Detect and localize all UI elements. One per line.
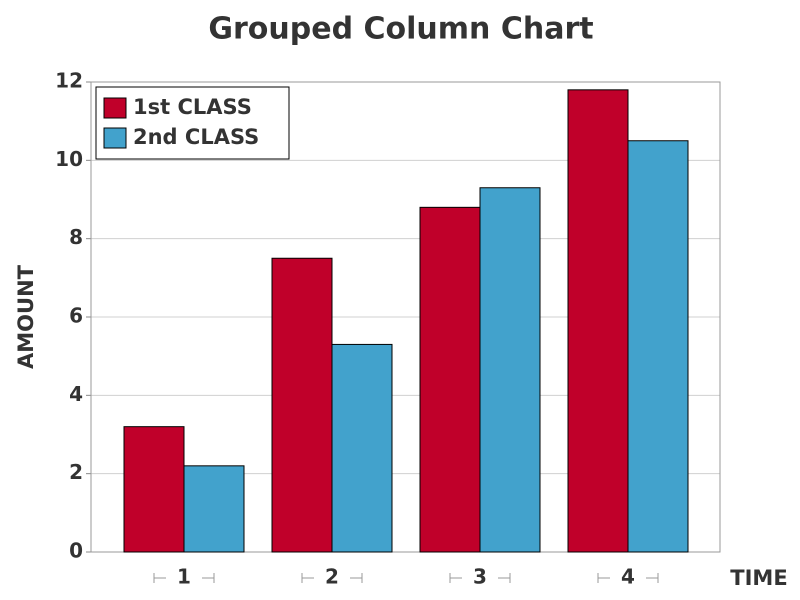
x-axis-label: TIME: [730, 566, 787, 590]
bar: [271, 257, 333, 553]
x-tick-label: 1: [177, 565, 191, 589]
bar: [183, 465, 245, 553]
plot-frame: [90, 81, 721, 553]
chart-title: Grouped Column Chart: [208, 12, 593, 47]
bar: [479, 187, 541, 553]
legend-box: [95, 86, 290, 160]
x-tick-label: 4: [621, 565, 635, 589]
bar: [627, 140, 689, 553]
y-tick-label: 10: [55, 147, 83, 171]
bar: [331, 343, 393, 553]
y-tick-label: 4: [69, 382, 83, 406]
y-tick-label: 2: [69, 460, 83, 484]
legend-swatch: [103, 127, 127, 149]
y-tick-label: 0: [69, 539, 83, 563]
bar: [419, 206, 481, 553]
x-tick-label: 2: [325, 565, 339, 589]
legend-label: 1st CLASS: [133, 95, 252, 119]
bar: [567, 89, 629, 553]
legend-label: 2nd CLASS: [133, 125, 259, 149]
y-tick-label: 12: [55, 69, 83, 93]
y-tick-label: 8: [69, 225, 83, 249]
bar: [123, 426, 185, 553]
y-axis-label: AMOUNT: [14, 264, 38, 369]
y-tick-label: 6: [69, 304, 83, 328]
legend-swatch: [103, 97, 127, 119]
x-tick-label: 3: [473, 565, 487, 589]
